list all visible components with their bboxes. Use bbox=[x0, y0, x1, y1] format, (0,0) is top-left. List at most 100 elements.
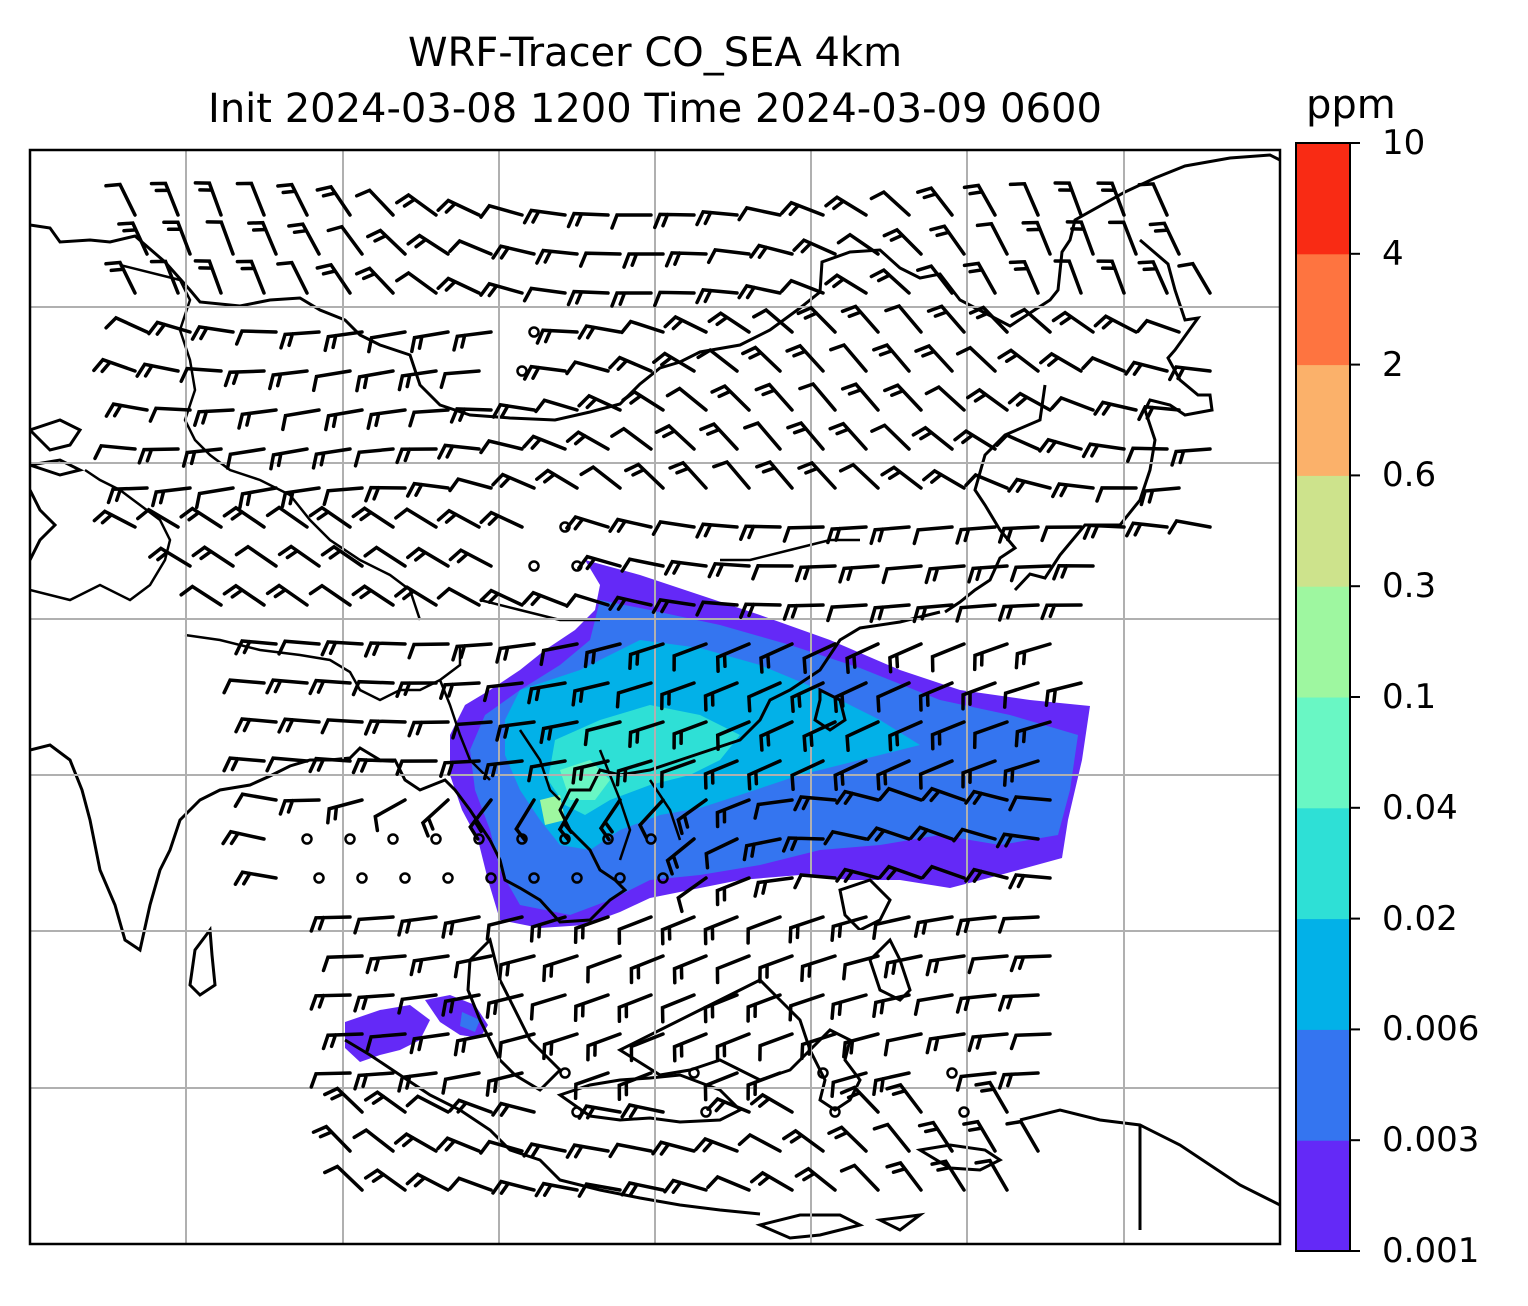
wind-barb bbox=[782, 525, 825, 543]
wind-barb bbox=[792, 238, 837, 256]
wind-barb bbox=[179, 506, 223, 529]
wind-barb bbox=[279, 330, 321, 350]
wind-barb bbox=[786, 420, 825, 451]
wind-barb bbox=[739, 524, 782, 541]
wind-barb bbox=[617, 915, 653, 946]
wind-barb bbox=[397, 369, 438, 392]
colorbar-segment bbox=[1296, 697, 1350, 809]
wind-barb bbox=[610, 213, 653, 230]
wind-barb bbox=[136, 507, 180, 529]
calm-wind-marker bbox=[399, 872, 411, 884]
wind-barb bbox=[491, 1101, 536, 1117]
wind-barb bbox=[354, 188, 395, 217]
wind-barb bbox=[1008, 873, 1052, 890]
wind-barb bbox=[1096, 181, 1126, 217]
wind-barb bbox=[234, 544, 278, 568]
wind-barb bbox=[752, 307, 794, 334]
wind-barb bbox=[747, 759, 782, 791]
wind-barb bbox=[92, 357, 137, 374]
wind-barb bbox=[394, 585, 438, 607]
wind-barb bbox=[1002, 759, 1040, 787]
wind-barb bbox=[491, 402, 536, 419]
wind-barb bbox=[495, 642, 536, 664]
wind-barb bbox=[707, 561, 751, 579]
wind-barb bbox=[221, 829, 266, 846]
wind-barb bbox=[1107, 220, 1138, 256]
colorbar-segment bbox=[1296, 1140, 1350, 1252]
wind-barb bbox=[1081, 355, 1126, 373]
wind-barb bbox=[704, 837, 739, 870]
wind-barb bbox=[780, 200, 825, 217]
wind-barb bbox=[367, 330, 407, 354]
wind-barb bbox=[1021, 220, 1052, 256]
wind-barb bbox=[975, 221, 1009, 256]
wind-barb bbox=[577, 324, 622, 340]
calm-wind-marker bbox=[344, 833, 356, 845]
wind-barb bbox=[1008, 182, 1040, 217]
wind-barb bbox=[930, 642, 966, 673]
wind-barb bbox=[840, 382, 880, 412]
wind-barb bbox=[793, 873, 837, 890]
calm-wind-marker bbox=[645, 833, 657, 845]
wind-barb bbox=[234, 717, 278, 734]
wind-barb bbox=[885, 1160, 923, 1192]
wind-barb bbox=[617, 993, 653, 1024]
wind-barb bbox=[695, 210, 739, 227]
wind-barb bbox=[373, 798, 407, 833]
wind-barb bbox=[482, 759, 524, 781]
wind-barb bbox=[539, 720, 579, 745]
wind-barb bbox=[1010, 307, 1052, 334]
wind-barb bbox=[135, 362, 180, 378]
wind-barb bbox=[930, 720, 966, 751]
wind-barb bbox=[1137, 404, 1181, 422]
wind-barb bbox=[276, 260, 309, 295]
wind-barb bbox=[522, 1142, 567, 1158]
calm-wind-marker bbox=[430, 833, 442, 845]
wind-barb bbox=[676, 798, 708, 836]
wind-barb bbox=[309, 993, 352, 1011]
wind-barb bbox=[749, 1170, 794, 1192]
wind-barb bbox=[351, 757, 395, 775]
wind-barb bbox=[995, 433, 1040, 451]
wind-barb bbox=[1081, 442, 1126, 459]
wind-barb bbox=[780, 278, 825, 295]
wind-barb bbox=[912, 525, 954, 546]
wind-barb bbox=[968, 305, 1009, 334]
map-title-line2: Init 2024-03-08 1200 Time 2024-03-09 060… bbox=[208, 86, 1102, 132]
wind-barb bbox=[223, 369, 266, 388]
calm-wind-marker bbox=[657, 872, 669, 884]
wind-barb bbox=[324, 408, 364, 432]
wind-barb bbox=[235, 259, 266, 295]
wind-barb bbox=[695, 288, 739, 305]
wind-barb bbox=[439, 759, 481, 778]
calm-wind-marker bbox=[817, 1067, 829, 1079]
wind-barb bbox=[308, 505, 352, 529]
wind-barb bbox=[449, 407, 493, 424]
wind-barb bbox=[265, 756, 309, 773]
wind-barb bbox=[529, 915, 567, 943]
wind-barb bbox=[193, 408, 235, 427]
wind-barb bbox=[839, 1163, 880, 1192]
wind-barb bbox=[930, 1159, 966, 1192]
wind-barb bbox=[706, 1174, 751, 1192]
colorbar-unit-label: ppm bbox=[1306, 82, 1396, 128]
wind-barb bbox=[583, 642, 622, 669]
colorbar-segment bbox=[1296, 807, 1350, 920]
calm-wind-marker bbox=[313, 872, 325, 884]
wind-barb bbox=[451, 720, 493, 740]
wind-barb bbox=[479, 1139, 524, 1155]
wind-barb bbox=[1137, 260, 1169, 295]
wind-barb bbox=[351, 506, 395, 529]
wind-barb bbox=[955, 993, 997, 1014]
wind-barb bbox=[621, 389, 665, 412]
wind-barb bbox=[620, 1181, 665, 1197]
wind-barb bbox=[823, 829, 868, 846]
wind-barb bbox=[911, 425, 954, 451]
wind-barb bbox=[482, 681, 524, 703]
colorbar-tick-label: 0.3 bbox=[1382, 566, 1437, 607]
wind-barb bbox=[782, 1128, 825, 1153]
wind-barb bbox=[535, 468, 579, 490]
calm-wind-marker bbox=[516, 365, 528, 377]
wind-barb bbox=[222, 505, 266, 529]
wind-barb bbox=[972, 642, 1009, 672]
